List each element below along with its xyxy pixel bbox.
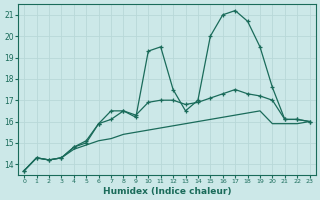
X-axis label: Humidex (Indice chaleur): Humidex (Indice chaleur) xyxy=(103,187,231,196)
